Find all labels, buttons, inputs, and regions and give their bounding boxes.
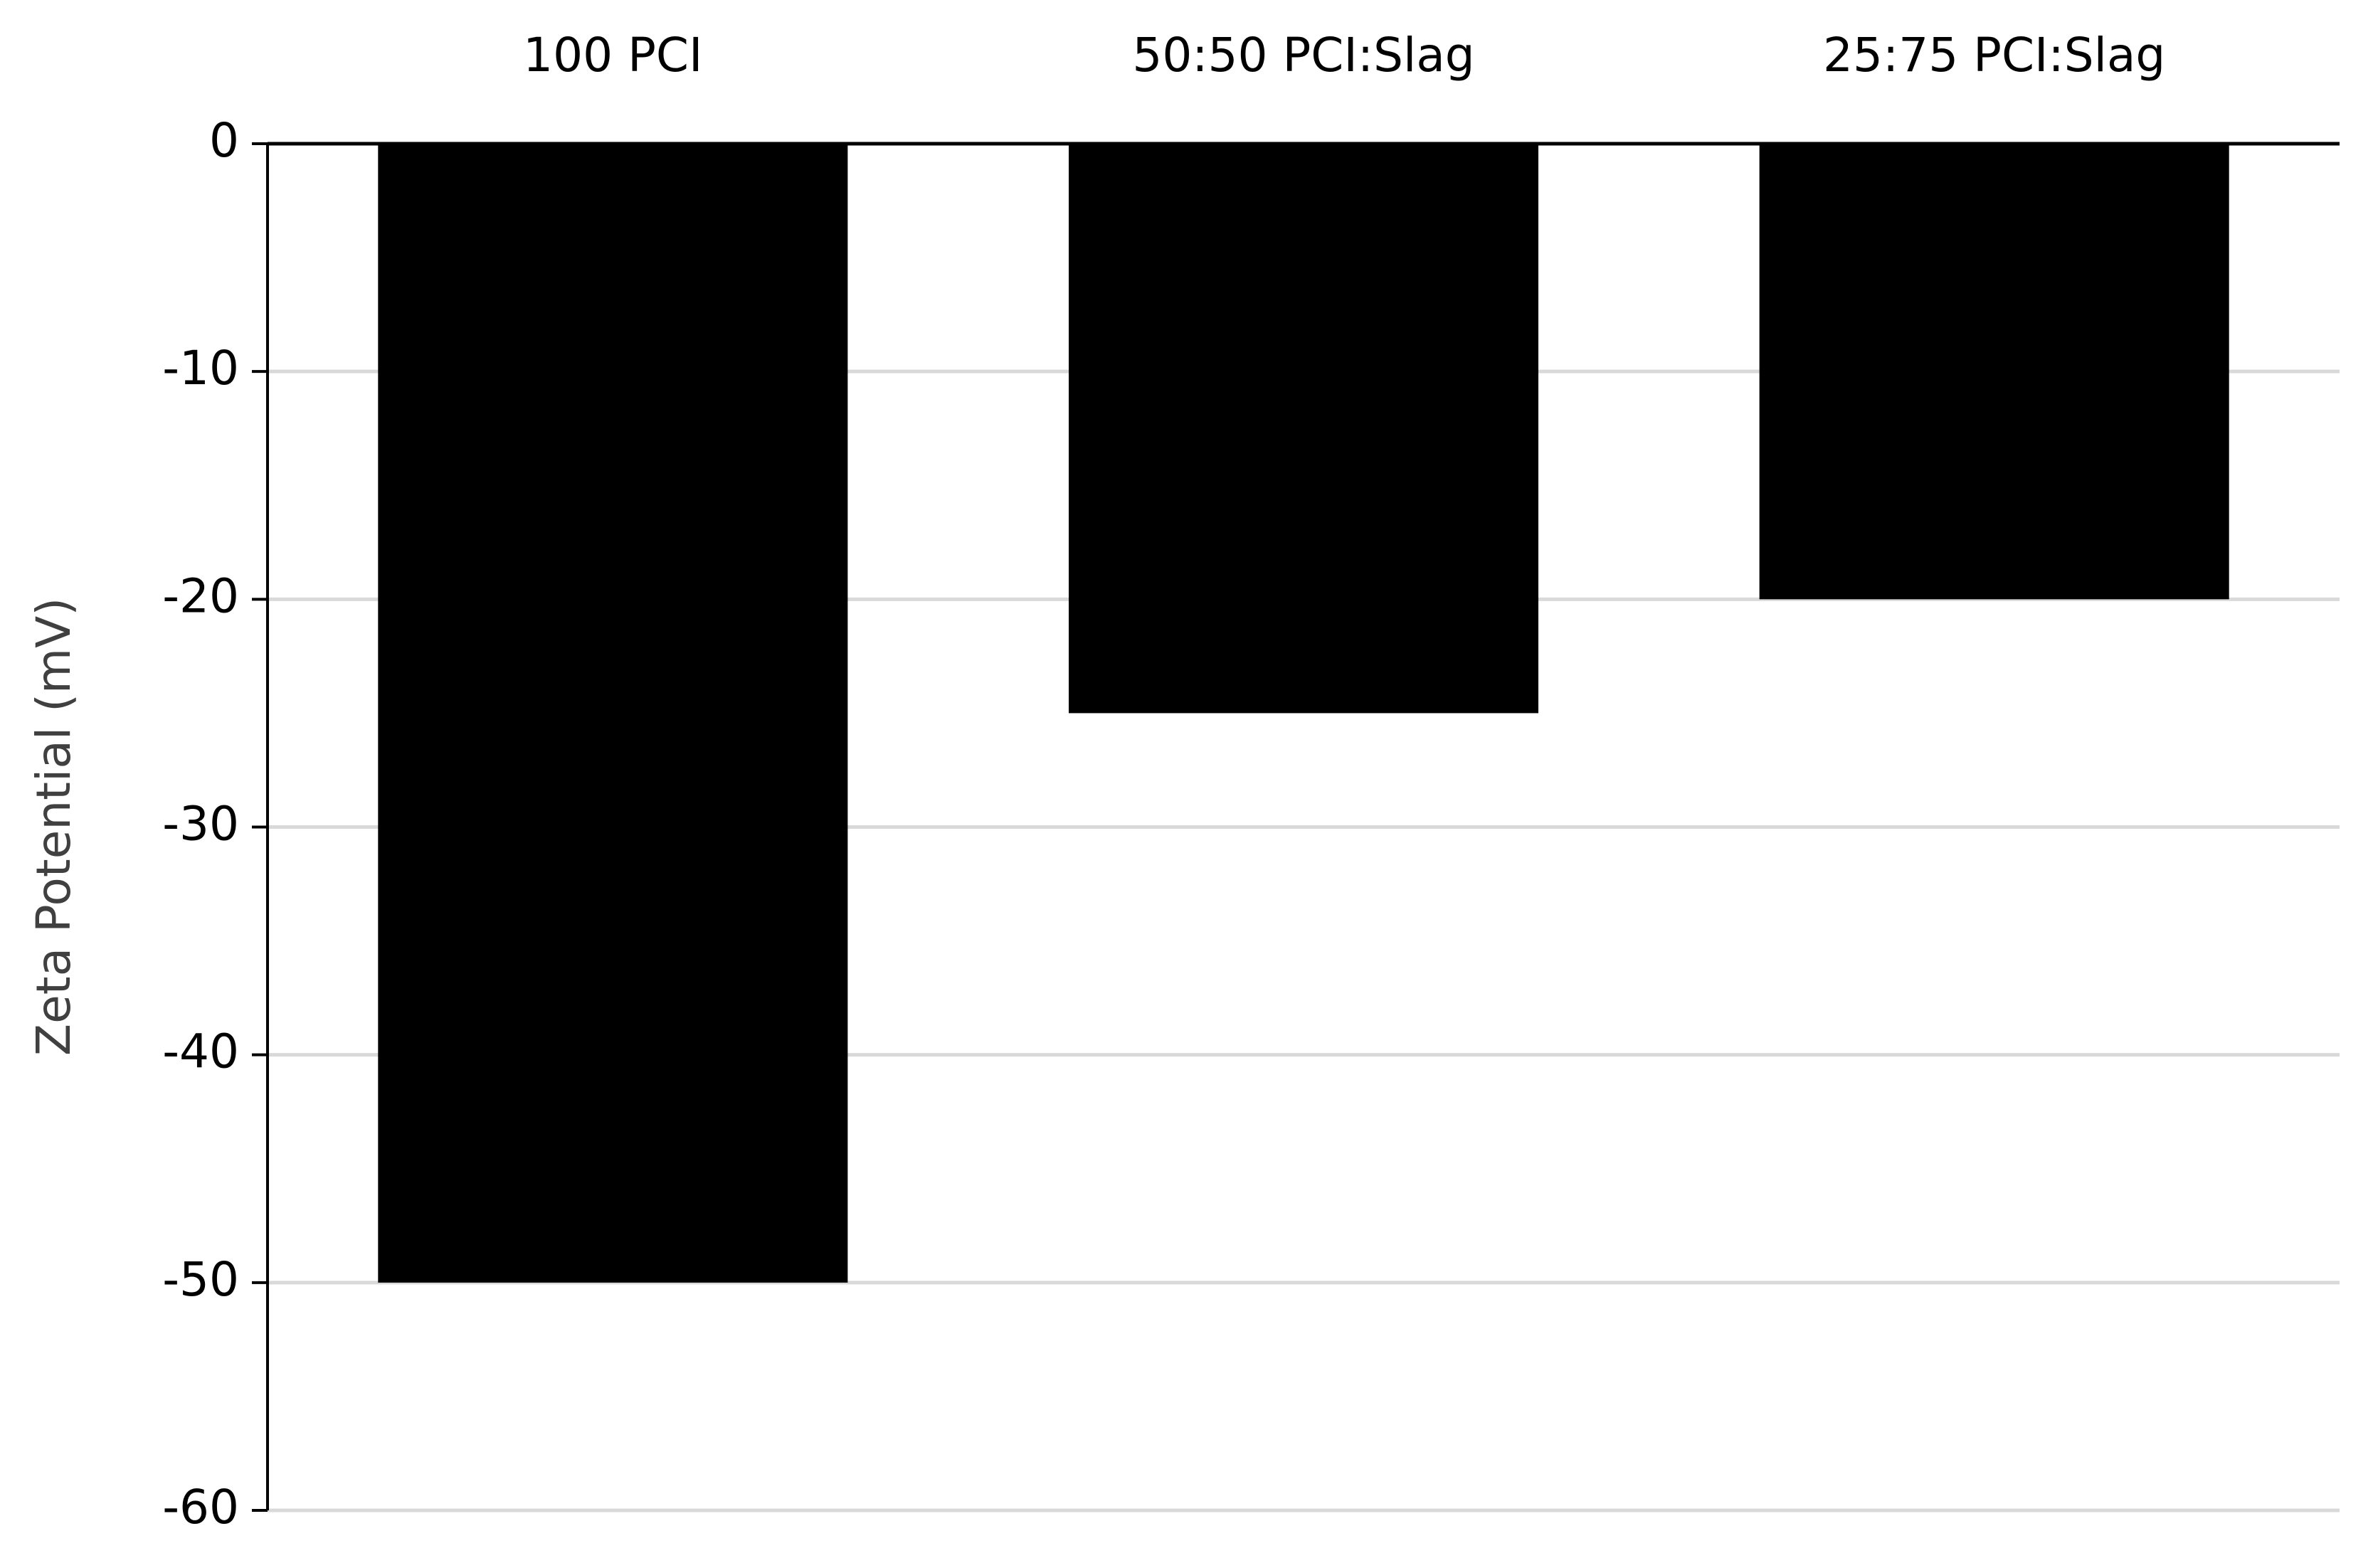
y-tick-label: -30 xyxy=(162,797,239,852)
bar xyxy=(1068,144,1539,714)
y-axis-label: Zeta Potential (mV) xyxy=(26,598,81,1056)
y-tick-label: 0 xyxy=(209,113,239,168)
y-tick-label: -50 xyxy=(162,1252,239,1307)
bar xyxy=(378,144,848,1283)
y-tick-label: -40 xyxy=(162,1024,239,1079)
x-tick-label: 25:75 PCI:Slag xyxy=(1823,28,2165,83)
x-tick-label: 100 PCI xyxy=(523,28,702,83)
y-tick-label: -10 xyxy=(162,341,239,396)
x-tick-label: 50:50 PCI:Slag xyxy=(1132,28,1474,83)
bar xyxy=(1759,144,2229,600)
y-tick-label: -20 xyxy=(162,568,239,623)
y-tick-label: -60 xyxy=(162,1480,239,1535)
